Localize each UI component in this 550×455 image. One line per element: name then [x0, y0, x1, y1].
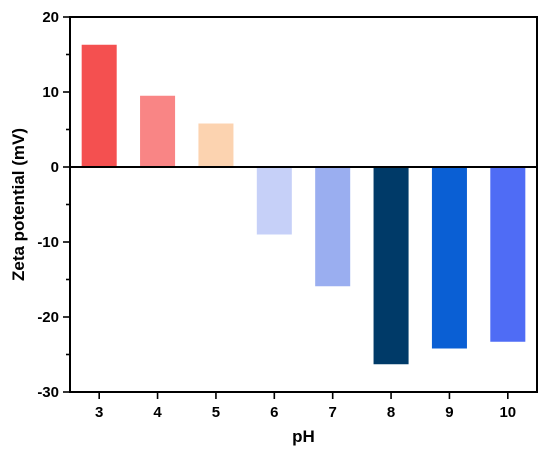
x-tick-label: 10	[499, 404, 516, 421]
bars-group	[81, 44, 526, 365]
plot-frame	[69, 16, 538, 393]
x-tick-label: 9	[445, 404, 453, 421]
y-tick-label: -10	[37, 234, 59, 251]
y-tick-label: -20	[37, 309, 59, 326]
x-tick-label: 7	[329, 404, 337, 421]
y-tick-label: 20	[42, 9, 59, 26]
bar-ph-7	[315, 167, 351, 287]
bar-ph-6	[256, 167, 292, 235]
bar-ph-8	[373, 167, 409, 365]
bar-ph-3	[81, 44, 117, 167]
x-tick-label: 3	[95, 404, 103, 421]
bar-ph-10	[490, 167, 526, 342]
y-axis: -30 -20 -10 0 10 20	[37, 9, 70, 401]
bar-ph-5	[198, 123, 234, 167]
bar-ph-9	[431, 167, 467, 349]
y-tick-label: 0	[51, 159, 59, 176]
x-axis: 3 4 5 6 7 8 9 10	[95, 392, 516, 421]
y-tick-label: -30	[37, 384, 59, 401]
x-tick-label: 4	[153, 404, 162, 421]
bar-ph-4	[140, 95, 176, 167]
y-axis-title: Zeta potential (mV)	[9, 128, 28, 281]
x-axis-title: pH	[292, 427, 315, 446]
x-tick-label: 6	[270, 404, 278, 421]
y-tick-label: 10	[42, 84, 59, 101]
x-tick-label: 8	[387, 404, 395, 421]
x-tick-label: 5	[212, 404, 220, 421]
